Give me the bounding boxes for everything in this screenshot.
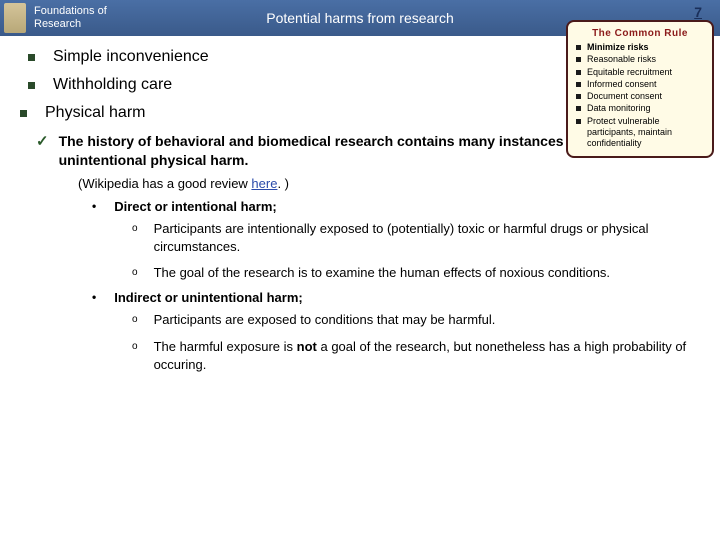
section-heading: •Direct or intentional harm; (92, 199, 700, 214)
bullet-icon (20, 110, 27, 117)
bullet-icon (576, 57, 581, 62)
sidebox-item-text: Protect vulnerable participants, maintai… (587, 116, 704, 150)
sidebox-item: Data monitoring (576, 103, 704, 114)
bullet-icon (576, 119, 581, 124)
bullet-icon (28, 54, 35, 61)
sidebox-item-text: Reasonable risks (587, 54, 656, 65)
bullet-icon (576, 45, 581, 50)
bullet-icon (28, 82, 35, 89)
sidebox-item: Protect vulnerable participants, maintai… (576, 116, 704, 150)
circle-icon: o (132, 340, 138, 354)
bullet-icon (576, 82, 581, 87)
slide-title: Potential harms from research (266, 10, 454, 26)
sidebox-title: The Common Rule (576, 28, 704, 39)
sidebox-item: Document consent (576, 91, 704, 102)
section-point: oThe harmful exposure is not a goal of t… (132, 338, 700, 374)
bullet-icon (576, 106, 581, 111)
sidebox-item-text: Informed consent (587, 79, 657, 90)
common-rule-box: The Common Rule Minimize risksReasonable… (566, 20, 714, 158)
page-number: 7 (694, 4, 702, 20)
section-point: oParticipants are intentionally exposed … (132, 220, 700, 256)
top-bullet-text: Withholding care (53, 76, 172, 94)
header-title: Foundations ofResearch (34, 5, 107, 31)
sidebox-item: Equitable recruitment (576, 67, 704, 78)
top-bullet-text: Physical harm (45, 104, 145, 122)
checkmark-icon: ✓ (36, 132, 49, 152)
sidebox-item: Reasonable risks (576, 54, 704, 65)
bullet-icon (576, 70, 581, 75)
wiki-link[interactable]: here (251, 176, 277, 191)
dot-icon: • (92, 290, 96, 304)
section-point: oThe goal of the research is to examine … (132, 264, 700, 282)
section-heading: •Indirect or unintentional harm; (92, 290, 700, 305)
dot-icon: • (92, 199, 96, 213)
top-bullet-text: Simple inconvenience (53, 48, 209, 66)
circle-icon: o (132, 222, 138, 236)
section-point: oParticipants are exposed to conditions … (132, 311, 700, 329)
logo-icon (4, 3, 26, 33)
bullet-icon (576, 94, 581, 99)
sidebox-item-text: Minimize risks (587, 42, 649, 53)
wiki-line: (Wikipedia has a good review here. ) (78, 176, 700, 191)
sidebox-item-text: Document consent (587, 91, 662, 102)
sidebox-item: Minimize risks (576, 42, 704, 53)
circle-icon: o (132, 313, 138, 327)
sidebox-item: Informed consent (576, 79, 704, 90)
sidebox-item-text: Data monitoring (587, 103, 651, 114)
circle-icon: o (132, 266, 138, 280)
sidebox-item-text: Equitable recruitment (587, 67, 672, 78)
sidebox-list: Minimize risksReasonable risks Equitable … (576, 42, 704, 149)
